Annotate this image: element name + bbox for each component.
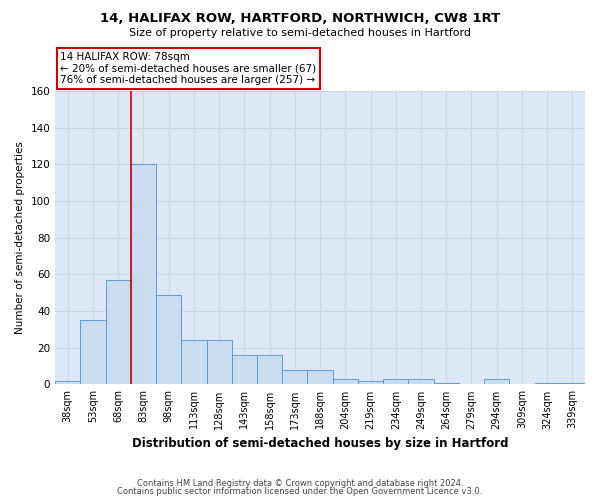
Bar bbox=[257, 355, 282, 384]
Bar bbox=[484, 379, 509, 384]
Text: 14, HALIFAX ROW, HARTFORD, NORTHWICH, CW8 1RT: 14, HALIFAX ROW, HARTFORD, NORTHWICH, CW… bbox=[100, 12, 500, 26]
Bar bbox=[181, 340, 206, 384]
Text: Contains HM Land Registry data © Crown copyright and database right 2024.: Contains HM Land Registry data © Crown c… bbox=[137, 478, 463, 488]
Bar bbox=[535, 382, 560, 384]
Bar bbox=[206, 340, 232, 384]
Bar bbox=[106, 280, 131, 384]
Y-axis label: Number of semi-detached properties: Number of semi-detached properties bbox=[15, 141, 25, 334]
Bar bbox=[332, 379, 358, 384]
Bar bbox=[383, 379, 409, 384]
Bar bbox=[282, 370, 307, 384]
X-axis label: Distribution of semi-detached houses by size in Hartford: Distribution of semi-detached houses by … bbox=[132, 437, 508, 450]
Bar bbox=[307, 370, 332, 384]
Bar bbox=[55, 381, 80, 384]
Bar bbox=[409, 379, 434, 384]
Text: Size of property relative to semi-detached houses in Hartford: Size of property relative to semi-detach… bbox=[129, 28, 471, 38]
Bar bbox=[560, 382, 585, 384]
Bar bbox=[131, 164, 156, 384]
Bar bbox=[434, 382, 459, 384]
Text: Contains public sector information licensed under the Open Government Licence v3: Contains public sector information licen… bbox=[118, 487, 482, 496]
Bar bbox=[232, 355, 257, 384]
Bar bbox=[358, 381, 383, 384]
Bar bbox=[80, 320, 106, 384]
Text: 14 HALIFAX ROW: 78sqm
← 20% of semi-detached houses are smaller (67)
76% of semi: 14 HALIFAX ROW: 78sqm ← 20% of semi-deta… bbox=[61, 52, 317, 85]
Bar bbox=[156, 294, 181, 384]
